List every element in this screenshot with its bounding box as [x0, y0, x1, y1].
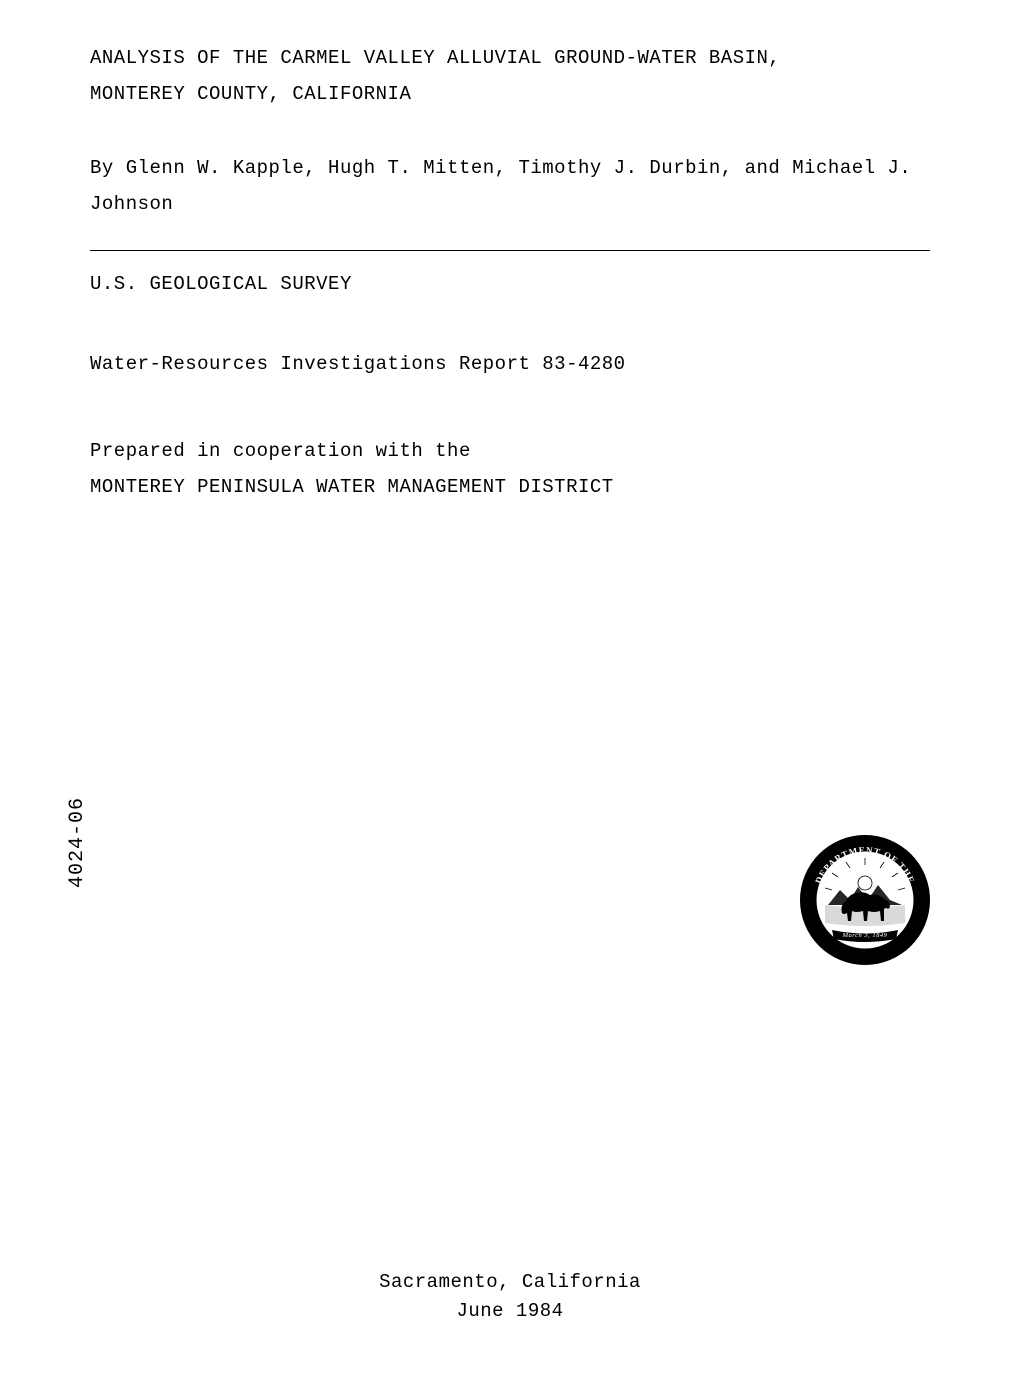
title-block: ANALYSIS OF THE CARMEL VALLEY ALLUVIAL G…	[90, 40, 930, 112]
footer-date: June 1984	[0, 1297, 1020, 1326]
cooperation-block: Prepared in cooperation with the MONTERE…	[90, 433, 930, 505]
seal-bottom-text: March 3, 1849	[842, 932, 888, 939]
title-line-2: MONTEREY COUNTY, CALIFORNIA	[90, 76, 930, 112]
author-byline: By Glenn W. Kapple, Hugh T. Mitten, Timo…	[90, 150, 930, 222]
department-seal: DEPARTMENT OF THE U.S. INTERIOR	[800, 835, 930, 965]
agency-name: U.S. GEOLOGICAL SURVEY	[90, 273, 930, 295]
title-line-1: ANALYSIS OF THE CARMEL VALLEY ALLUVIAL G…	[90, 40, 930, 76]
report-number: Water-Resources Investigations Report 83…	[90, 353, 930, 375]
footer-block: Sacramento, California June 1984	[0, 1268, 1020, 1325]
cooperation-line-2: MONTEREY PENINSULA WATER MANAGEMENT DIST…	[90, 469, 930, 505]
cooperation-line-1: Prepared in cooperation with the	[90, 433, 930, 469]
horizontal-divider	[90, 250, 930, 251]
footer-city: Sacramento, California	[0, 1268, 1020, 1297]
side-code-label: 4024-06	[66, 797, 89, 888]
seal-icon: DEPARTMENT OF THE U.S. INTERIOR	[800, 835, 930, 965]
